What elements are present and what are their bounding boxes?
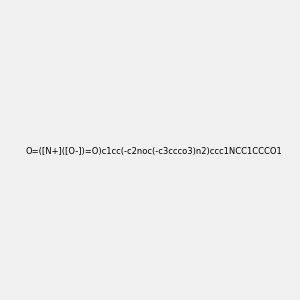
Text: O=([N+]([O-])=O)c1cc(-c2noc(-c3ccco3)n2)ccc1NCC1CCCO1: O=([N+]([O-])=O)c1cc(-c2noc(-c3ccco3)n2)… <box>26 147 282 156</box>
